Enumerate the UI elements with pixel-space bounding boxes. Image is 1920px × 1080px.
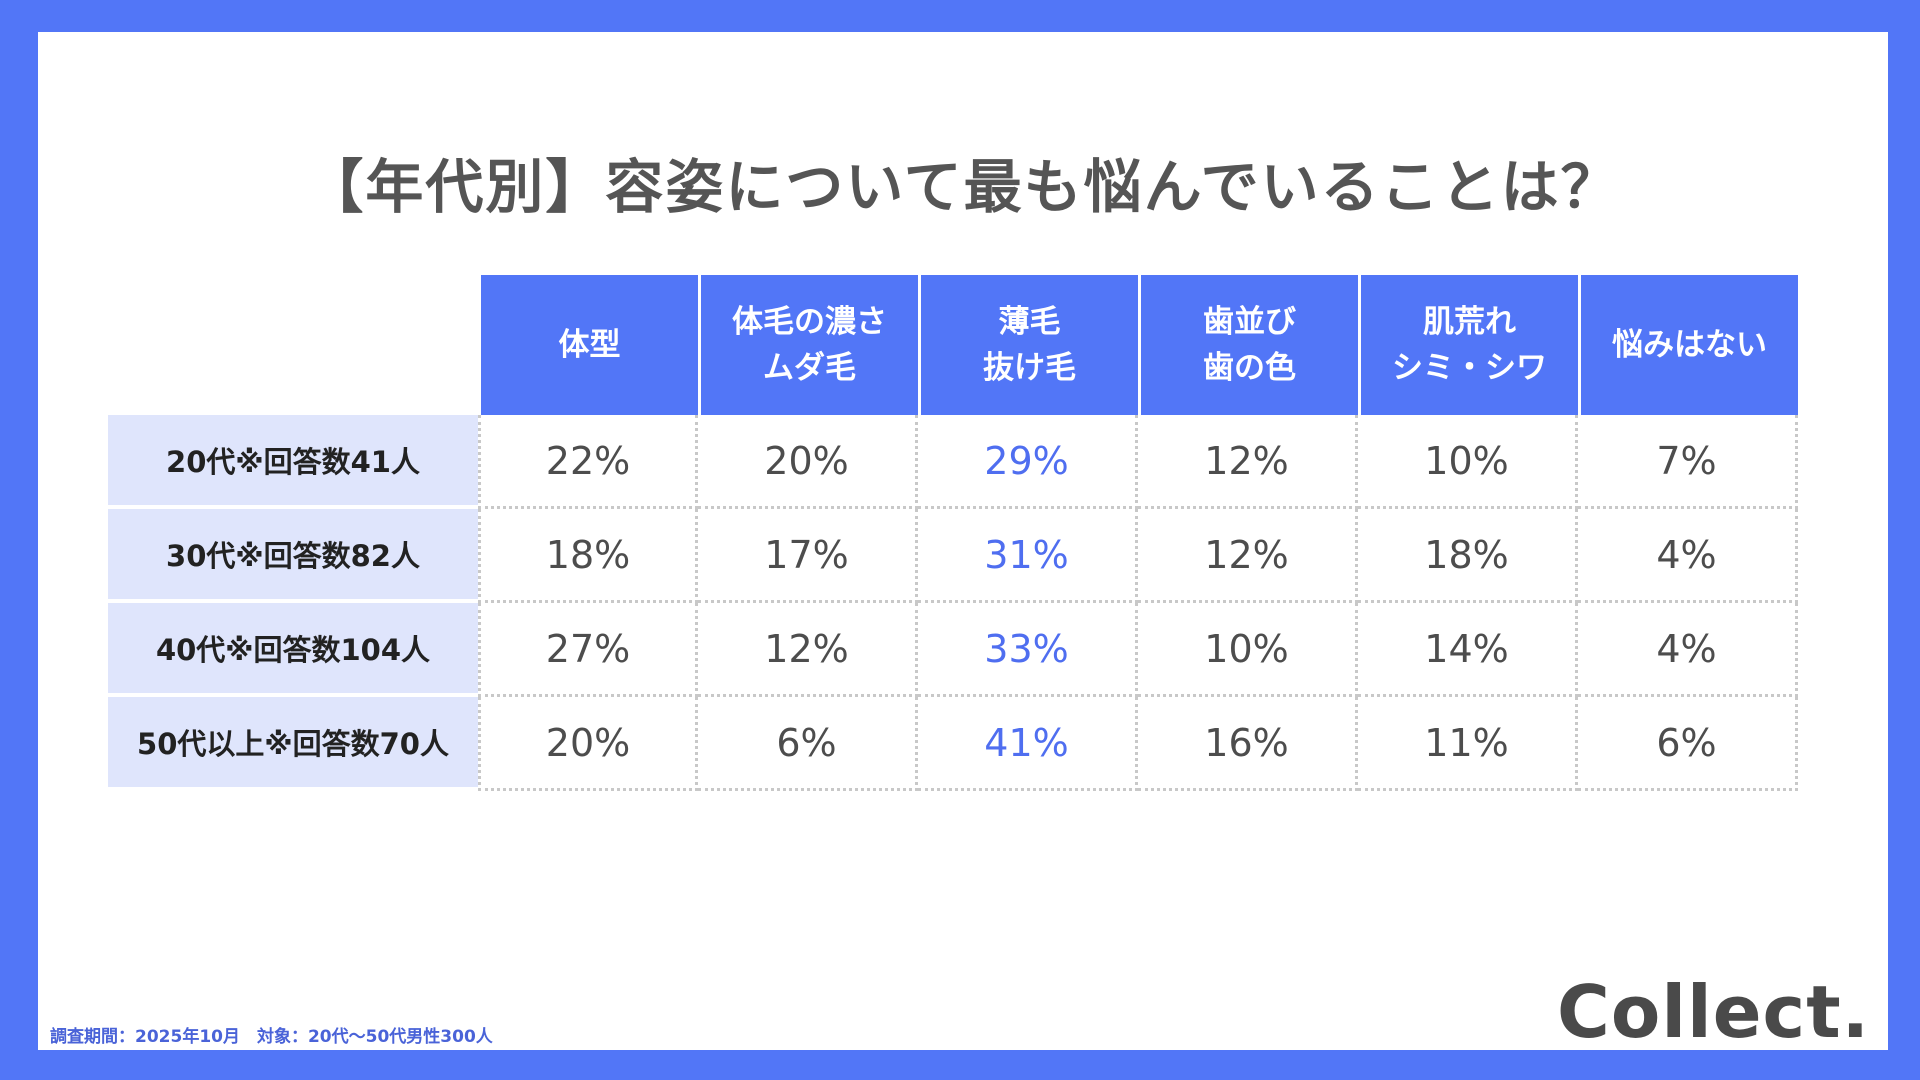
table-cell: 18% — [1358, 509, 1578, 603]
data-table: 体型 体毛の濃さ ムダ毛 薄毛 抜け毛 歯並び 歯の色 肌荒れ シミ・シワ — [108, 275, 1798, 791]
col-header-line: 肌荒れ — [1423, 304, 1516, 340]
col-header-line: 歯の色 — [1203, 350, 1296, 386]
header-row: 体型 体毛の濃さ ムダ毛 薄毛 抜け毛 歯並び 歯の色 肌荒れ シミ・シワ — [108, 275, 1798, 415]
table-cell-highlight: 31% — [918, 509, 1138, 603]
table-cell: 18% — [478, 509, 698, 603]
row-label: 50代以上※回答数70人 — [108, 697, 478, 791]
col-header-line: シミ・シワ — [1392, 350, 1547, 386]
table-cell: 16% — [1138, 697, 1358, 791]
table-cell: 11% — [1358, 697, 1578, 791]
table-cell: 10% — [1138, 603, 1358, 697]
table-row: 40代※回答数104人 27% 12% 33% 10% 14% 4% — [108, 603, 1798, 697]
table-cell-highlight: 29% — [918, 415, 1138, 509]
chart-title: 【年代別】容姿について最も悩んでいることは？ — [305, 153, 1621, 221]
col-header-2: 体毛の濃さ ムダ毛 — [698, 275, 918, 415]
table-cell: 6% — [698, 697, 918, 791]
col-header-line: 体毛の濃さ — [732, 304, 887, 340]
col-header-5: 肌荒れ シミ・シワ — [1358, 275, 1578, 415]
header-corner — [108, 275, 478, 415]
table-cell: 12% — [698, 603, 918, 697]
table-cell: 20% — [698, 415, 918, 509]
table-cell: 4% — [1578, 603, 1798, 697]
table-cell: 4% — [1578, 509, 1798, 603]
table-row: 20代※回答数41人 22% 20% 29% 12% 10% 7% — [108, 415, 1798, 509]
table-cell: 12% — [1138, 509, 1358, 603]
col-header-line: 体型 — [558, 327, 621, 363]
table-cell: 17% — [698, 509, 918, 603]
col-header-line: 抜け毛 — [983, 350, 1076, 386]
table-row: 30代※回答数82人 18% 17% 31% 12% 18% 4% — [108, 509, 1798, 603]
row-label: 40代※回答数104人 — [108, 603, 478, 697]
col-header-line: 歯並び — [1203, 304, 1296, 340]
table-cell: 27% — [478, 603, 698, 697]
col-header-6: 悩みはない — [1578, 275, 1798, 415]
col-header-3: 薄毛 抜け毛 — [918, 275, 1138, 415]
table-cell: 14% — [1358, 603, 1578, 697]
table-cell: 6% — [1578, 697, 1798, 791]
table-cell-highlight: 33% — [918, 603, 1138, 697]
row-label: 20代※回答数41人 — [108, 415, 478, 509]
table-cell: 10% — [1358, 415, 1578, 509]
col-header-line: 悩みはない — [1612, 327, 1767, 363]
col-header-4: 歯並び 歯の色 — [1138, 275, 1358, 415]
slide-card: 【年代別】容姿について最も悩んでいることは？ 体型 体毛の濃さ ムダ毛 薄毛 抜… — [38, 32, 1888, 1054]
col-header-line: ムダ毛 — [763, 350, 856, 386]
table-cell-highlight: 41% — [918, 697, 1138, 791]
collect-logo: Collect. — [1557, 970, 1870, 1054]
table-row: 50代以上※回答数70人 20% 6% 41% 16% 11% 6% — [108, 697, 1798, 791]
table-cell: 22% — [478, 415, 698, 509]
table-cell: 20% — [478, 697, 698, 791]
table-cell: 7% — [1578, 415, 1798, 509]
row-label: 30代※回答数82人 — [108, 509, 478, 603]
table-cell: 12% — [1138, 415, 1358, 509]
survey-footnote: 調査期間：2025年10月 対象：20代〜50代男性300人 — [50, 1027, 493, 1047]
col-header-line: 薄毛 — [998, 304, 1061, 340]
col-header-1: 体型 — [478, 275, 698, 415]
